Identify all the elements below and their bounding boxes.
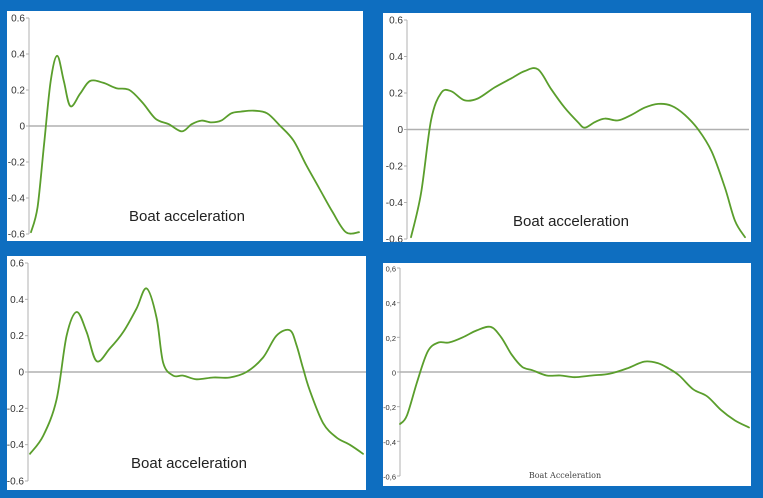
y-tick-label: -0.6 [386, 235, 404, 243]
y-tick-label: 0.2 [11, 86, 25, 97]
y-tick-label: 0.6 [10, 259, 24, 270]
y-tick-label: 0.2 [389, 89, 403, 100]
y-tick-label: -0,4 [383, 438, 396, 447]
chart-svg-1: 0.6 0.4 0.2 0 -0.2 -0.4 -0.6 Boat acceleration [8, 14, 363, 241]
chart-svg-3: 0.6 0.4 0.2 0 -0.2 -0.4 -0.6 Boat acceleration [7, 259, 366, 488]
y-tick-label: 0.6 [389, 16, 403, 27]
chart-caption: Boat acceleration [131, 455, 247, 472]
chart-caption: Boat acceleration [129, 208, 245, 225]
acceleration-line [29, 287, 364, 455]
y-tick-label: 0 [397, 125, 403, 136]
y-tick-label: 0.6 [11, 14, 25, 25]
y-tick-label: -0,2 [383, 403, 396, 412]
acceleration-line [30, 54, 360, 235]
y-tick-label: 0 [18, 368, 24, 379]
y-tick-label: 0 [392, 369, 396, 378]
chart-panel-bottom-right: 0,6 0,4 0,2 0 -0,2 -0,4 -0,6 Boat Acceleration [383, 263, 751, 486]
y-tick-label: -0.2 [7, 404, 24, 415]
y-tick-label: 0,2 [386, 334, 396, 343]
y-tick-label: -0.2 [8, 158, 26, 169]
y-tick-label: 0 [19, 122, 25, 133]
y-tick-label: 0.4 [11, 50, 25, 61]
chart-panel-top-left: 0.6 0.4 0.2 0 -0.2 -0.4 -0.6 Boat acceleration [7, 11, 363, 241]
y-tick-label: -0.6 [7, 477, 24, 488]
chart-svg-2: 0.6 0.4 0.2 0 -0.2 -0.4 -0.6 Boat acceleration [386, 16, 749, 243]
chart-panel-bottom-left: 0.6 0.4 0.2 0 -0.2 -0.4 -0.6 Boat acceleration [7, 256, 366, 490]
y-tick-label: 0.4 [10, 295, 24, 306]
acceleration-line [399, 325, 750, 429]
chart-svg-4: 0,6 0,4 0,2 0 -0,2 -0,4 -0,6 Boat Acceleration [383, 265, 751, 482]
y-tick-label: 0,4 [386, 299, 396, 308]
y-tick-label: -0,6 [383, 473, 396, 482]
y-tick-label: -0.6 [8, 230, 26, 241]
chart-caption: Boat acceleration [513, 213, 629, 230]
chart-caption: Boat Acceleration [529, 471, 601, 480]
y-tick-label: 0.4 [389, 52, 403, 63]
y-tick-label: -0.4 [8, 194, 26, 205]
y-tick-label: -0.2 [386, 162, 404, 173]
acceleration-line [410, 67, 746, 239]
y-tick-label: 0.2 [10, 331, 24, 342]
y-tick-label: 0,6 [386, 265, 396, 274]
y-tick-label: -0.4 [386, 198, 404, 209]
y-tick-label: -0.4 [7, 440, 24, 451]
chart-panel-top-right: 0.6 0.4 0.2 0 -0.2 -0.4 -0.6 Boat acceleration [383, 13, 751, 242]
